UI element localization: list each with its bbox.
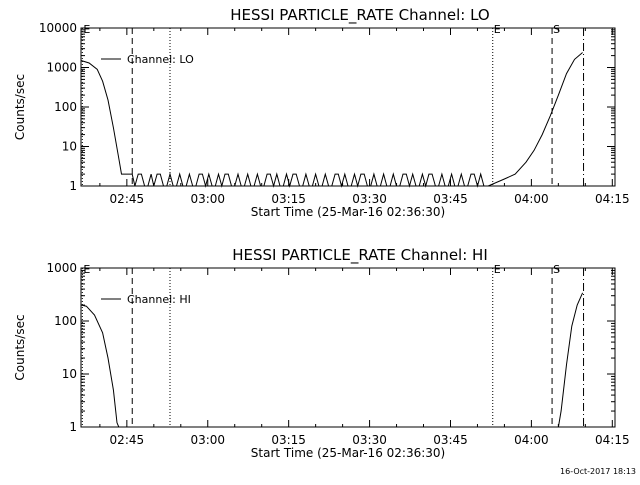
chart-title: HESSI PARTICLE_RATE Channel: LO bbox=[230, 6, 489, 25]
y-tick-label: 100 bbox=[54, 314, 77, 328]
x-tick-label: 04:00 bbox=[514, 433, 549, 447]
marker-label: E bbox=[494, 263, 501, 276]
y-tick-label: 1 bbox=[69, 179, 77, 193]
y-tick-label: 100 bbox=[54, 100, 77, 114]
y-axis-label: Counts/sec bbox=[13, 74, 27, 140]
legend-label: Channel: LO bbox=[127, 53, 194, 66]
series-line-hi bbox=[80, 292, 584, 428]
x-tick-label: 03:15 bbox=[271, 192, 306, 206]
x-tick-label: 04:15 bbox=[595, 433, 630, 447]
y-tick-label: 10000 bbox=[39, 21, 77, 35]
x-axis-label: Start Time (25-Mar-16 02:36:30) bbox=[251, 205, 445, 219]
x-tick-label: 03:30 bbox=[352, 433, 387, 447]
marker-label: E bbox=[83, 23, 90, 36]
plot-frame bbox=[80, 267, 616, 428]
marker-label: S bbox=[553, 263, 560, 276]
x-tick-label: 02:45 bbox=[110, 192, 145, 206]
timestamp: 16-Oct-2017 18:13 bbox=[560, 467, 636, 476]
x-tick-label: 04:15 bbox=[595, 192, 630, 206]
x-tick-label: 03:00 bbox=[190, 433, 225, 447]
x-tick-label: 02:45 bbox=[110, 433, 145, 447]
marker-label: E bbox=[83, 263, 90, 276]
panel-hi: HESSI PARTICLE_RATE Channel: HI Counts/se… bbox=[13, 246, 630, 460]
chart-title: HESSI PARTICLE_RATE Channel: HI bbox=[232, 246, 488, 265]
y-tick-label: 10 bbox=[62, 367, 77, 381]
y-tick-label: 10 bbox=[62, 140, 77, 154]
x-tick-label: 03:00 bbox=[190, 192, 225, 206]
y-axis-label: Counts/sec bbox=[13, 314, 27, 380]
panel-lo: HESSI PARTICLE_RATE Channel: LO Counts/se… bbox=[13, 6, 630, 219]
y-tick-label: 1000 bbox=[46, 61, 77, 75]
x-tick-label: 03:30 bbox=[352, 192, 387, 206]
x-tick-label: 04:00 bbox=[514, 192, 549, 206]
x-axis-label: Start Time (25-Mar-16 02:36:30) bbox=[251, 446, 445, 460]
marker-label: S bbox=[553, 23, 560, 36]
x-tick-label: 03:45 bbox=[433, 192, 468, 206]
x-tick-label: 03:45 bbox=[433, 433, 468, 447]
y-tick-label: 1000 bbox=[46, 261, 77, 275]
legend-label: Channel: HI bbox=[127, 293, 191, 306]
series-line-lo bbox=[80, 52, 583, 188]
plot-frame bbox=[80, 27, 616, 187]
marker-label: E bbox=[494, 23, 501, 36]
y-tick-label: 1 bbox=[69, 420, 77, 434]
x-tick-label: 03:15 bbox=[271, 433, 306, 447]
